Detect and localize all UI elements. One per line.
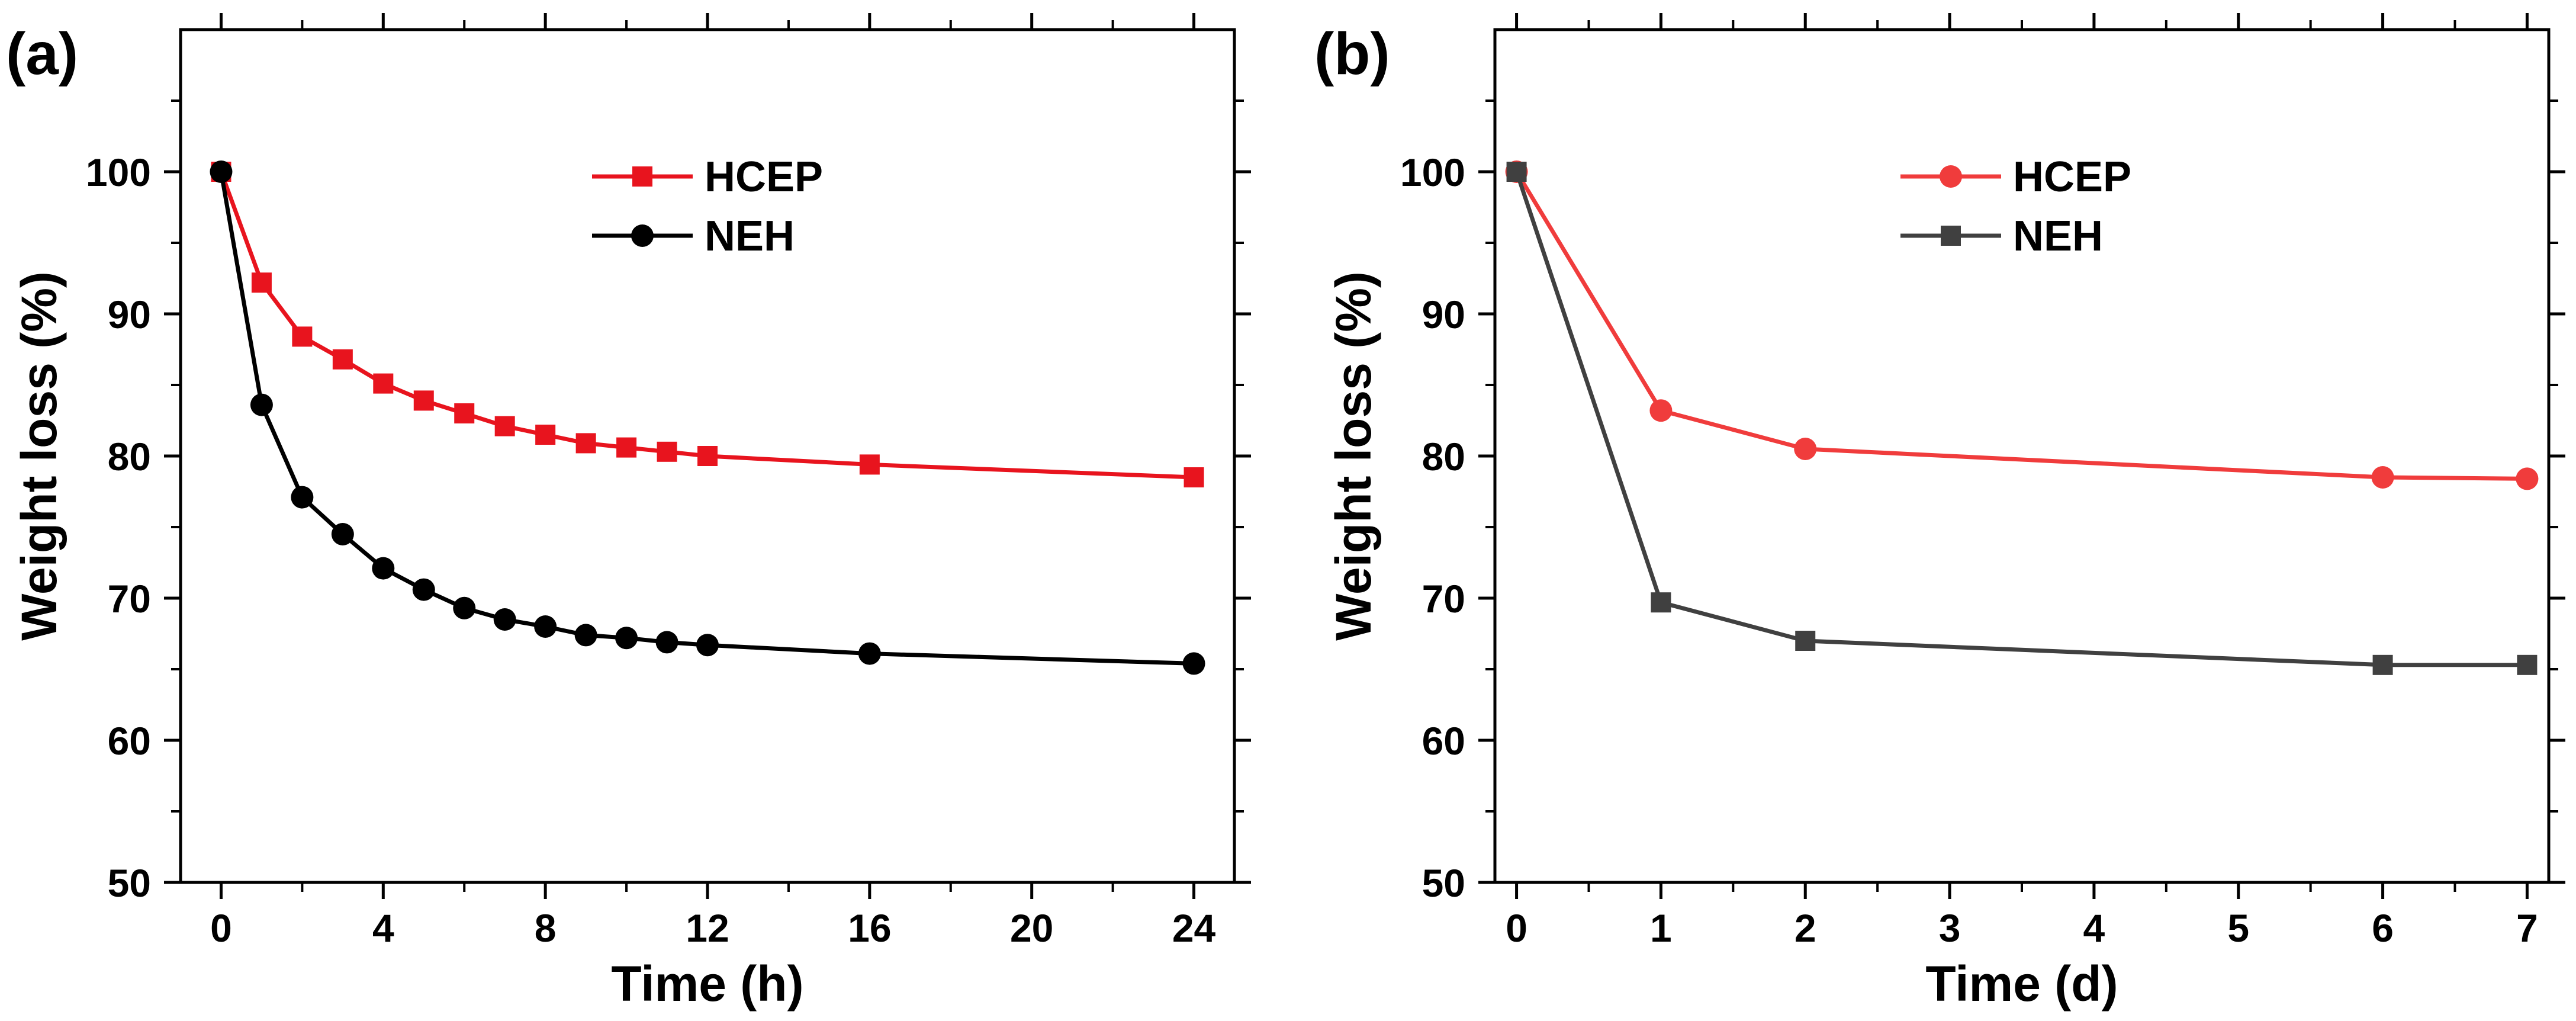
y-tick-label: 100 — [86, 150, 151, 194]
y-tick-label: 80 — [1422, 435, 1465, 479]
y-tick-label: 100 — [1400, 150, 1465, 194]
data-point-hcep — [1649, 399, 1673, 422]
data-point-hcep — [2516, 467, 2539, 490]
y-tick-label: 70 — [1422, 577, 1465, 621]
x-tick-label: 0 — [210, 906, 232, 950]
data-point-hcep — [454, 403, 475, 423]
data-point-hcep — [494, 416, 515, 436]
panel-label: (b) — [1314, 21, 1390, 87]
data-point-hcep — [616, 437, 637, 458]
data-point-neh — [291, 486, 314, 509]
legend-marker — [632, 166, 652, 187]
x-tick-label: 3 — [1939, 906, 1961, 950]
legend-label: HCEP — [2013, 153, 2131, 201]
panel-b: 0 1 2 3 4 5 6 7 50 60 70 80 90 100 Time (d) Weight loss… — [1314, 13, 2565, 1012]
y-tick-label: 50 — [108, 861, 151, 905]
y-axis-title: Weight loss (%) — [11, 271, 67, 641]
y-axis-title: Weight loss (%) — [1326, 271, 1381, 641]
y-tick-label: 60 — [1422, 719, 1465, 763]
panel-label: (a) — [6, 21, 78, 87]
x-axis-title: Time (d) — [1925, 956, 2118, 1012]
data-point-neh — [2372, 654, 2393, 675]
data-point-hcep — [657, 441, 677, 462]
data-point-neh — [210, 160, 233, 183]
data-point-hcep — [859, 454, 880, 475]
data-point-neh — [534, 615, 557, 638]
data-point-hcep — [575, 433, 596, 454]
legend-marker — [1941, 226, 1961, 246]
panel-a: 0 4 8 12 16 20 24 50 60 70 80 90 100 Time (h) Weight l… — [6, 13, 1251, 1012]
data-point-neh — [574, 624, 597, 647]
data-point-neh — [412, 578, 435, 601]
data-point-hcep — [1184, 467, 1204, 487]
x-axis-title: Time (h) — [611, 956, 803, 1012]
x-tick-label: 8 — [535, 906, 557, 950]
x-tick-label: 16 — [848, 906, 891, 950]
x-tick-label: 1 — [1650, 906, 1672, 950]
data-point-neh — [2517, 654, 2538, 675]
data-point-hcep — [1794, 438, 1817, 460]
data-point-hcep — [413, 390, 434, 411]
data-point-neh — [655, 631, 678, 654]
data-point-hcep — [373, 373, 394, 394]
x-tick-label: 24 — [1172, 906, 1216, 950]
data-point-neh — [615, 627, 638, 650]
data-point-neh — [858, 642, 881, 665]
y-tick-label: 60 — [108, 719, 151, 763]
data-point-hcep — [292, 326, 313, 347]
legend-label: HCEP — [705, 153, 823, 201]
y-tick-label: 90 — [1422, 293, 1465, 336]
x-tick-label: 2 — [1794, 906, 1816, 950]
y-tick-label: 90 — [108, 293, 151, 336]
x-tick-label: 0 — [1506, 906, 1527, 950]
data-point-hcep — [535, 425, 556, 445]
data-point-neh — [1506, 162, 1527, 182]
data-point-neh — [250, 393, 273, 416]
legend-label: NEH — [2013, 213, 2103, 260]
data-point-neh — [1182, 652, 1205, 675]
x-tick-label: 4 — [372, 906, 394, 950]
data-point-neh — [1651, 592, 1671, 613]
data-point-neh — [1795, 631, 1816, 651]
x-tick-label: 4 — [2083, 906, 2105, 950]
y-tick-label: 50 — [1422, 861, 1465, 905]
legend-marker — [631, 224, 654, 247]
legend-marker — [1940, 165, 1962, 188]
x-tick-label: 12 — [686, 906, 729, 950]
x-tick-label: 7 — [2516, 906, 2538, 950]
data-point-hcep — [2371, 466, 2394, 489]
data-point-hcep — [332, 349, 353, 370]
data-point-neh — [372, 557, 395, 580]
data-point-hcep — [697, 446, 718, 466]
y-tick-label: 80 — [108, 435, 151, 479]
data-point-neh — [493, 608, 516, 631]
legend-label: NEH — [705, 213, 795, 260]
x-tick-label: 5 — [2227, 906, 2249, 950]
x-tick-label: 6 — [2372, 906, 2394, 950]
data-point-neh — [696, 634, 719, 657]
data-point-neh — [331, 523, 354, 545]
y-tick-label: 70 — [108, 577, 151, 621]
data-point-hcep — [251, 272, 272, 293]
legend: HCEP NEH — [592, 153, 823, 260]
legend: HCEP NEH — [1900, 153, 2131, 260]
x-tick-label: 20 — [1010, 906, 1053, 950]
data-point-neh — [453, 596, 476, 619]
